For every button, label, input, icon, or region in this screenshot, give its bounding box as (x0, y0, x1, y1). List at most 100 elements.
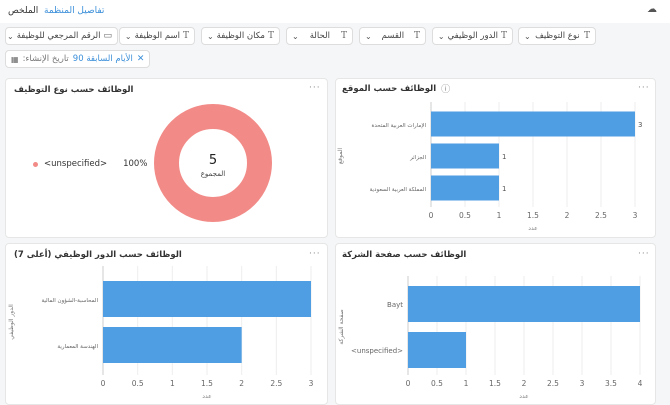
bar-0[interactable] (431, 111, 635, 137)
bar-data-label: 1 (502, 153, 506, 161)
x-tick-label: 0 (101, 379, 106, 388)
x-tick-label: 0 (429, 211, 434, 220)
bar-1[interactable] (103, 327, 242, 363)
bar-data-label: 1 (502, 185, 506, 193)
y-axis-title: صفحة الشركة (338, 309, 345, 344)
panel-title: الوظائف حسب صفحة الشركة (342, 250, 467, 260)
filter-label: مكان الوظيفة (216, 31, 265, 41)
panel-title: الوظائف حسب الموقع (342, 83, 437, 94)
x-tick-label: 1.5 (527, 211, 539, 220)
x-tick-label: 0 (406, 379, 411, 388)
donut-slice-unspecified[interactable] (154, 104, 272, 222)
x-tick-label: 3 (580, 379, 585, 388)
filter-department[interactable]: T القسم ⌄ (359, 27, 426, 45)
legend-label: <unspecified> (44, 159, 108, 169)
filter-job-reference[interactable]: ▭ الرقم المرجعي للوظيفة ⌄ (5, 27, 118, 45)
info-icon[interactable]: ⓘ (441, 85, 451, 95)
filter-label: الدور الوظيفي (447, 31, 498, 41)
chevron-down-icon: ⌄ (292, 31, 299, 41)
x-tick-label: 2.5 (547, 379, 559, 388)
text-icon: T (182, 31, 189, 41)
filter-label: الحالة (309, 31, 330, 41)
donut-total-value: 5 (209, 153, 217, 168)
bar-1[interactable] (408, 332, 466, 368)
x-tick-label: 3 (309, 379, 314, 388)
location-title-row: الوظائف حسب الموقع ⓘ (342, 82, 451, 96)
x-tick-label: 2 (565, 211, 570, 220)
bar-0[interactable] (408, 286, 640, 322)
filter-job-name[interactable]: T اسم الوظيفة ⌄ (119, 27, 195, 45)
filter-job-role[interactable]: T الدور الوظيفي ⌄ (432, 27, 513, 45)
chevron-down-icon: ⌄ (206, 31, 214, 41)
x-tick-label: 2 (522, 379, 527, 388)
date-filter-label: تاريخ الإنشاء: (22, 54, 69, 64)
panel-title: الوظائف حسب نوع التوظيف (14, 85, 134, 95)
chevron-down-icon: ⌄ (7, 31, 14, 41)
y-axis-title: الدور الوظيفي (8, 304, 15, 340)
tag-icon: ▭ (103, 31, 112, 41)
x-tick-label: 3.5 (605, 379, 617, 388)
panel-job-role (5, 243, 328, 405)
panel-location (335, 78, 656, 238)
more-options-icon[interactable]: ··· (309, 83, 321, 93)
x-tick-label: 0.5 (132, 379, 144, 388)
x-tick-label: 0.5 (459, 211, 471, 220)
text-icon: T (413, 31, 420, 41)
text-icon: T (583, 31, 590, 41)
bar-2[interactable] (431, 175, 499, 201)
job-role-bar-chart: 0 0.5 1 1.5 2 2.5 3 المحاسبة-الشؤون المالية الهن… (8, 266, 314, 400)
filter-created-date[interactable]: ▦ تاريخ الإنشاء: الأيام السابقة 90 ✕ (5, 50, 151, 68)
close-icon[interactable]: ✕ (136, 54, 145, 64)
text-icon: T (340, 31, 347, 41)
x-tick-label: 1.5 (201, 379, 213, 388)
chevron-down-icon: ⌄ (524, 31, 531, 41)
filter-status[interactable]: T الحالة ⌄ (286, 27, 353, 45)
more-options-icon[interactable]: ··· (638, 249, 650, 259)
cloud-icon[interactable]: ☁ (647, 4, 657, 15)
x-axis-title: عدد (528, 225, 537, 232)
x-tick-label: 2 (239, 379, 244, 388)
x-tick-label: 2.5 (595, 211, 607, 220)
y-category-label: المملكة العربية السعودية (370, 186, 427, 193)
filter-label: القسم (381, 31, 405, 41)
top-bar (0, 0, 670, 23)
tab-org-details[interactable]: تفاصيل المنظمة (44, 6, 105, 16)
chevron-down-icon: ⌄ (437, 31, 445, 41)
more-options-icon[interactable]: ··· (638, 83, 650, 93)
location-bar-chart: 0 0.5 1 1.5 2 2.5 3 الإمارات العربية المتحدة 3 ال… (337, 102, 642, 232)
filter-job-location[interactable]: T مكان الوظيفة ⌄ (201, 27, 280, 45)
company-bar-chart: 0 0.5 1 1.5 2 2.5 3 3.5 4 Bayt <unspecified> عدد صفح… (338, 276, 643, 400)
x-axis-title: عدد (202, 393, 211, 400)
date-filter-value: الأيام السابقة 90 (72, 54, 133, 64)
tab-summary[interactable]: الملخص (8, 6, 39, 16)
y-category-label: الجزائر (409, 155, 426, 161)
filter-label: اسم الوظيفة (134, 31, 180, 41)
chevron-down-icon: ⌄ (365, 31, 372, 41)
x-tick-label: 1 (464, 379, 469, 388)
donut-total-label: المجموع (201, 170, 226, 178)
y-category-label: الهندسة المعمارية (57, 344, 98, 350)
bar-1[interactable] (431, 143, 499, 169)
x-tick-label: 3 (633, 211, 638, 220)
text-icon: T (267, 31, 274, 41)
legend-percent: 100% (123, 159, 148, 169)
y-category-label: المحاسبة-الشؤون المالية (41, 298, 98, 304)
x-tick-label: 1 (497, 211, 502, 220)
panel-title: الوظائف حسب الدور الوظيفي (أعلى 7) (14, 250, 182, 260)
y-category-label: Bayt (387, 301, 403, 309)
filter-employment-type[interactable]: T نوع التوظيف ⌄ (518, 27, 596, 45)
filter-label: الرقم المرجعي للوظيفة (16, 31, 101, 41)
x-tick-label: 4 (638, 379, 643, 388)
x-tick-label: 1 (170, 379, 175, 388)
bar-0[interactable] (103, 281, 311, 317)
donut-chart: 5 المجموع (154, 104, 272, 222)
text-icon: T (500, 31, 507, 41)
bar-data-label: 3 (638, 121, 642, 129)
x-tick-label: 0.5 (431, 379, 443, 388)
more-options-icon[interactable]: ··· (309, 249, 321, 259)
y-axis-title: الموقع (337, 148, 344, 164)
y-category-label: الإمارات العربية المتحدة (371, 123, 426, 129)
legend-swatch (33, 161, 38, 167)
x-tick-label: 2.5 (270, 379, 282, 388)
donut-legend: <unspecified> 100% (33, 159, 147, 169)
